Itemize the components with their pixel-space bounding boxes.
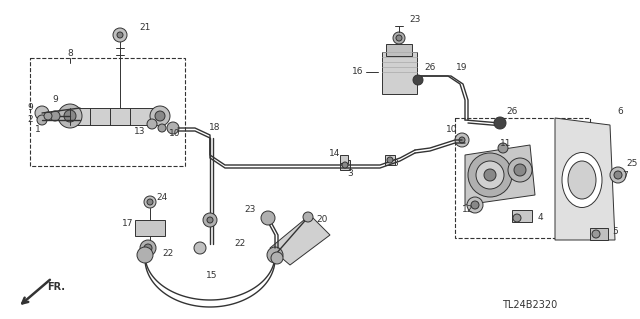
Bar [30,58,185,166]
Circle shape [508,158,532,182]
Text: FR.: FR. [47,282,65,292]
Circle shape [140,240,156,256]
Circle shape [267,247,283,263]
Circle shape [494,117,506,129]
Text: 7: 7 [622,170,628,180]
Circle shape [471,201,479,209]
Circle shape [37,115,47,125]
Text: 9: 9 [27,103,33,113]
Text: 4: 4 [537,213,543,222]
Circle shape [459,137,465,143]
Text: 6: 6 [617,108,623,116]
Bar [512,210,532,222]
Bar [382,52,417,94]
Circle shape [150,106,170,126]
Bar [340,155,348,163]
Circle shape [468,153,512,197]
Circle shape [387,157,393,163]
Bar [340,160,350,170]
Circle shape [303,212,313,222]
Text: 26: 26 [506,108,518,116]
Polygon shape [555,118,615,240]
Text: 18: 18 [209,123,221,132]
Text: 3: 3 [347,169,353,179]
Bar [135,220,165,236]
Circle shape [167,122,179,134]
Circle shape [342,162,348,168]
Circle shape [144,244,152,252]
Circle shape [396,35,402,41]
Bar [590,228,608,240]
Polygon shape [465,145,535,205]
Ellipse shape [562,152,602,207]
Text: 3: 3 [392,159,398,167]
Text: 22: 22 [234,239,246,248]
Bar [385,155,395,165]
Circle shape [614,171,622,179]
Circle shape [610,167,626,183]
Text: 10: 10 [446,125,458,135]
Text: 17: 17 [122,219,134,227]
Circle shape [476,161,504,189]
Text: 22: 22 [163,249,173,257]
Circle shape [137,247,153,263]
Circle shape [35,106,49,120]
Circle shape [64,110,76,122]
Text: 25: 25 [627,159,637,167]
Text: 16: 16 [352,68,364,77]
Circle shape [144,196,156,208]
Text: 8: 8 [67,49,73,58]
Circle shape [513,214,521,222]
Text: 21: 21 [140,23,150,32]
Circle shape [117,32,123,38]
Bar [386,44,412,56]
Bar [455,118,590,238]
Circle shape [194,242,206,254]
Circle shape [467,197,483,213]
Circle shape [271,252,283,264]
Text: 5: 5 [612,227,618,236]
Circle shape [58,104,82,128]
Circle shape [207,217,213,223]
Text: 10: 10 [169,129,180,137]
Text: 11: 11 [500,138,512,147]
Circle shape [261,211,275,225]
Circle shape [203,213,217,227]
Circle shape [413,75,423,85]
Text: 19: 19 [456,63,468,72]
Text: 26: 26 [424,63,436,72]
Circle shape [113,28,127,42]
Circle shape [147,199,153,205]
Circle shape [44,112,52,120]
Circle shape [158,124,166,132]
Text: 9: 9 [52,95,58,105]
Polygon shape [70,108,160,125]
Circle shape [155,111,165,121]
Text: TL24B2320: TL24B2320 [502,300,557,310]
Circle shape [498,143,508,153]
Text: 24: 24 [156,194,168,203]
Text: 20: 20 [316,216,328,225]
Circle shape [393,32,405,44]
Text: 2: 2 [27,115,33,124]
Text: 23: 23 [244,205,256,214]
Text: 14: 14 [330,149,340,158]
Circle shape [50,111,60,121]
Text: 13: 13 [134,128,146,137]
Text: 15: 15 [206,271,218,279]
Circle shape [147,119,157,129]
Circle shape [455,133,469,147]
Polygon shape [270,215,330,265]
Ellipse shape [568,161,596,199]
Circle shape [514,164,526,176]
Circle shape [592,230,600,238]
Text: 12: 12 [462,205,474,214]
Text: 23: 23 [410,16,420,25]
Text: 1: 1 [35,125,41,135]
Circle shape [484,169,496,181]
